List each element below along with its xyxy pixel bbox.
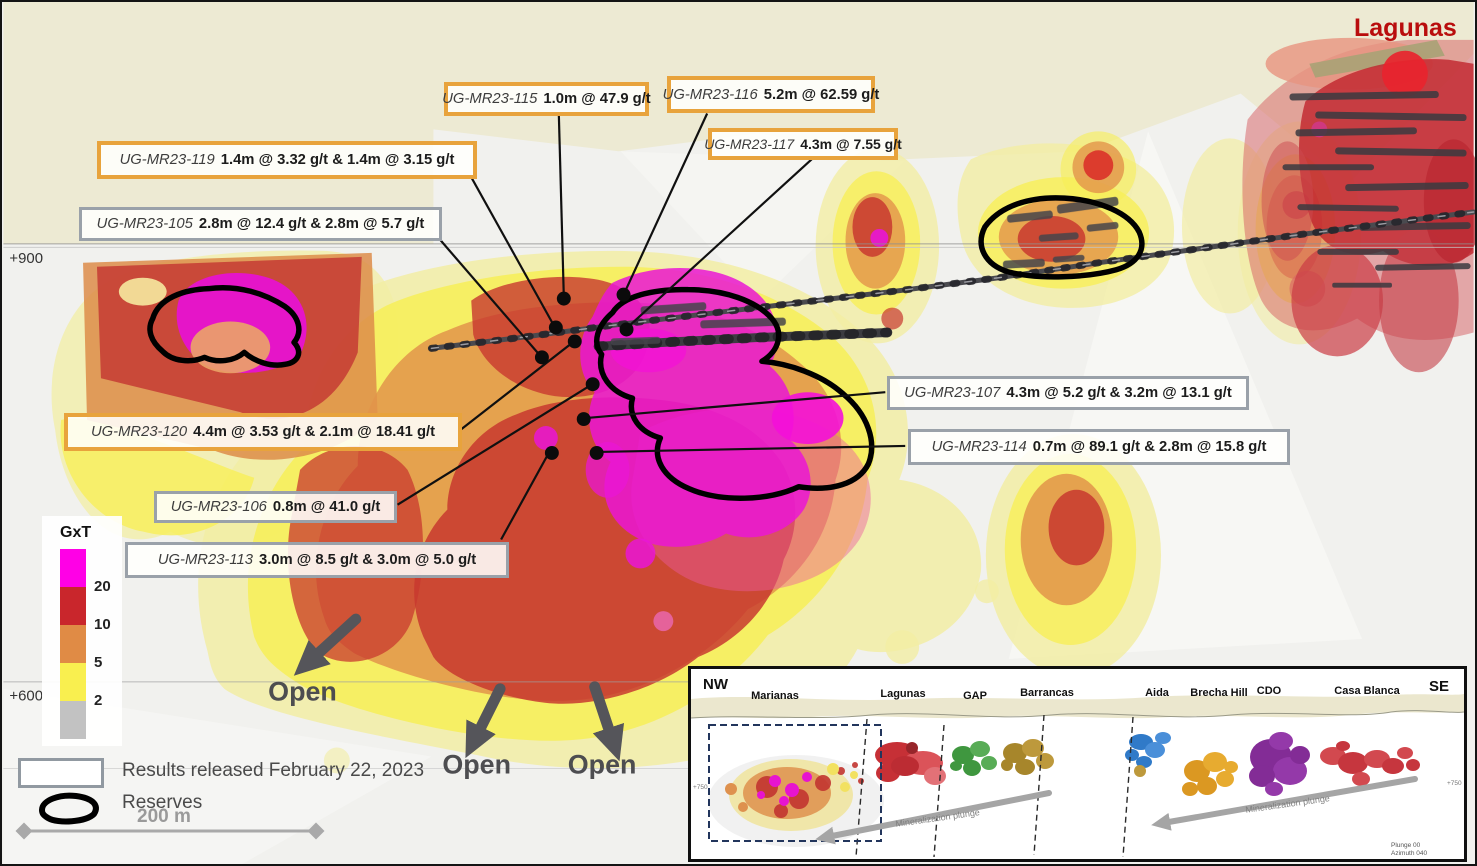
hole-id: UG-MR23-107: [904, 385, 1001, 401]
scale-bar: [15, 822, 325, 840]
callout-ug-mr23-115: UG-MR23-115 1.0m @ 47.9 g/t: [442, 82, 651, 116]
hole-result: 0.8m @ 41.0 g/t: [272, 499, 381, 515]
hole-id: UG-MR23-105: [96, 216, 193, 232]
inset-se-label: SE: [1429, 678, 1449, 695]
inset-zone-gap: GAP: [963, 690, 987, 702]
inset-zone-lagunas: Lagunas: [880, 688, 925, 700]
reserves-blob-icon: [39, 792, 99, 825]
hole-id: UG-MR23-116: [662, 86, 758, 103]
gxt-swatch-orange: [60, 625, 86, 663]
inset-elev-left: +750: [693, 784, 708, 791]
inset-zone-marianas: Marianas: [751, 690, 799, 702]
scale-bar-label: 200 m: [137, 806, 191, 827]
gxt-tick-20: 20: [94, 578, 111, 595]
hole-result: 3.0m @ 8.5 g/t & 3.0m @ 5.0 g/t: [258, 552, 477, 568]
inset-zone-brecha-hill: Brecha Hill: [1190, 687, 1247, 699]
inset-note-azimuth: Azimuth 040: [1391, 850, 1428, 857]
plunge-label-2: Mineralization plunge: [1245, 793, 1331, 815]
drill-collar-dots: [534, 287, 634, 460]
hole-result: 4.3m @ 7.55 g/t: [800, 136, 902, 152]
callout-ug-mr23-114: UG-MR23-114 0.7m @ 89.1 g/t & 2.8m @ 15.…: [908, 429, 1290, 465]
inset-zone-barrancas: Barrancas: [1020, 687, 1074, 699]
zone-title: Lagunas: [1354, 14, 1457, 42]
hole-result: 1.0m @ 47.9 g/t: [543, 91, 651, 107]
results-swatch: [18, 758, 104, 788]
gxt-color-legend: GxT 20 10 5 2: [42, 516, 122, 746]
inset-zone-blobs: [725, 732, 1420, 831]
callout-ug-mr23-116: UG-MR23-116 5.2m @ 62.59 g/t: [663, 76, 879, 113]
inset-elev-right: +750: [1447, 780, 1462, 787]
inset-plunge-arrows: [815, 776, 1418, 845]
hole-id: UG-MR23-115: [442, 91, 538, 107]
callout-ug-mr23-107: UG-MR23-107 4.3m @ 5.2 g/t & 3.2m @ 13.1…: [887, 376, 1249, 410]
hole-result: 5.2m @ 62.59 g/t: [763, 86, 880, 103]
callout-ug-mr23-105: UG-MR23-105 2.8m @ 12.4 g/t & 2.8m @ 5.7…: [79, 207, 442, 241]
hole-id: UG-MR23-113: [157, 552, 253, 568]
hole-result: 0.7m @ 89.1 g/t & 2.8m @ 15.8 g/t: [1032, 439, 1267, 455]
callout-leader-lines: [397, 113, 906, 541]
elevation-label-600: +600: [9, 688, 43, 705]
gxt-swatch-magenta: [60, 549, 86, 587]
hole-id: UG-MR23-117: [704, 136, 795, 152]
callout-ug-mr23-117: UG-MR23-117 4.3m @ 7.55 g/t: [704, 128, 902, 160]
gxt-legend-title: GxT: [60, 524, 92, 541]
hole-id: UG-MR23-114: [931, 439, 1027, 455]
hole-result: 2.8m @ 12.4 g/t & 2.8m @ 5.7 g/t: [198, 216, 425, 232]
stope-fragments: [610, 196, 1119, 346]
callout-ug-mr23-119: UG-MR23-119 1.4m @ 3.32 g/t & 1.4m @ 3.1…: [97, 141, 477, 179]
inset-zone-casa-blanca: Casa Blanca: [1334, 685, 1400, 697]
reserve-outlines: [147, 195, 1145, 501]
hole-result: 4.3m @ 5.2 g/t & 3.2m @ 13.1 g/t: [1006, 385, 1232, 401]
hole-id: UG-MR23-106: [170, 499, 267, 515]
inset-zone-cdo: CDO: [1257, 685, 1282, 697]
gxt-swatch-gray: [60, 701, 86, 739]
elevation-label-900: +900: [9, 250, 43, 267]
callout-ug-mr23-113: UG-MR23-113 3.0m @ 8.5 g/t & 3.0m @ 5.0 …: [125, 542, 509, 578]
open-extension-arrows: [293, 613, 625, 762]
inset-note-plunge: Plunge 00: [1391, 842, 1421, 849]
gxt-swatch-yellow: [60, 663, 86, 701]
inset-terrain: [691, 694, 1464, 719]
results-legend-label: Results released February 22, 2023: [122, 760, 425, 781]
reserves-legend-label: Reserves: [122, 792, 203, 813]
inset-zone-aida: Aida: [1145, 687, 1170, 699]
gxt-tick-5: 5: [94, 654, 103, 671]
open-label-1: Open: [268, 677, 337, 707]
inset-zone-boundaries: [855, 714, 1134, 858]
hole-id: UG-MR23-120: [90, 424, 188, 440]
gxt-tick-2: 2: [94, 692, 103, 709]
inset-nw-label: NW: [703, 676, 729, 693]
gxt-color-bar: [60, 549, 86, 739]
open-label-2: Open: [442, 749, 511, 779]
open-label-3: Open: [568, 749, 637, 779]
gxt-swatch-red: [60, 587, 86, 625]
callout-ug-mr23-106: UG-MR23-106 0.8m @ 41.0 g/t: [154, 491, 397, 523]
hole-id: UG-MR23-119: [119, 152, 215, 168]
gxt-tick-10: 10: [94, 616, 111, 633]
current-view-box: [708, 724, 882, 842]
hole-result: 4.4m @ 3.53 g/t & 2.1m @ 18.41 g/t: [193, 424, 436, 440]
district-overview-inset: NW SE Marianas Lagunas GAP Barrancas Aid…: [688, 666, 1467, 862]
callout-ug-mr23-120: UG-MR23-120 4.4m @ 3.53 g/t & 2.1m @ 18.…: [64, 413, 462, 451]
hole-result: 1.4m @ 3.32 g/t & 1.4m @ 3.15 g/t: [220, 152, 455, 168]
